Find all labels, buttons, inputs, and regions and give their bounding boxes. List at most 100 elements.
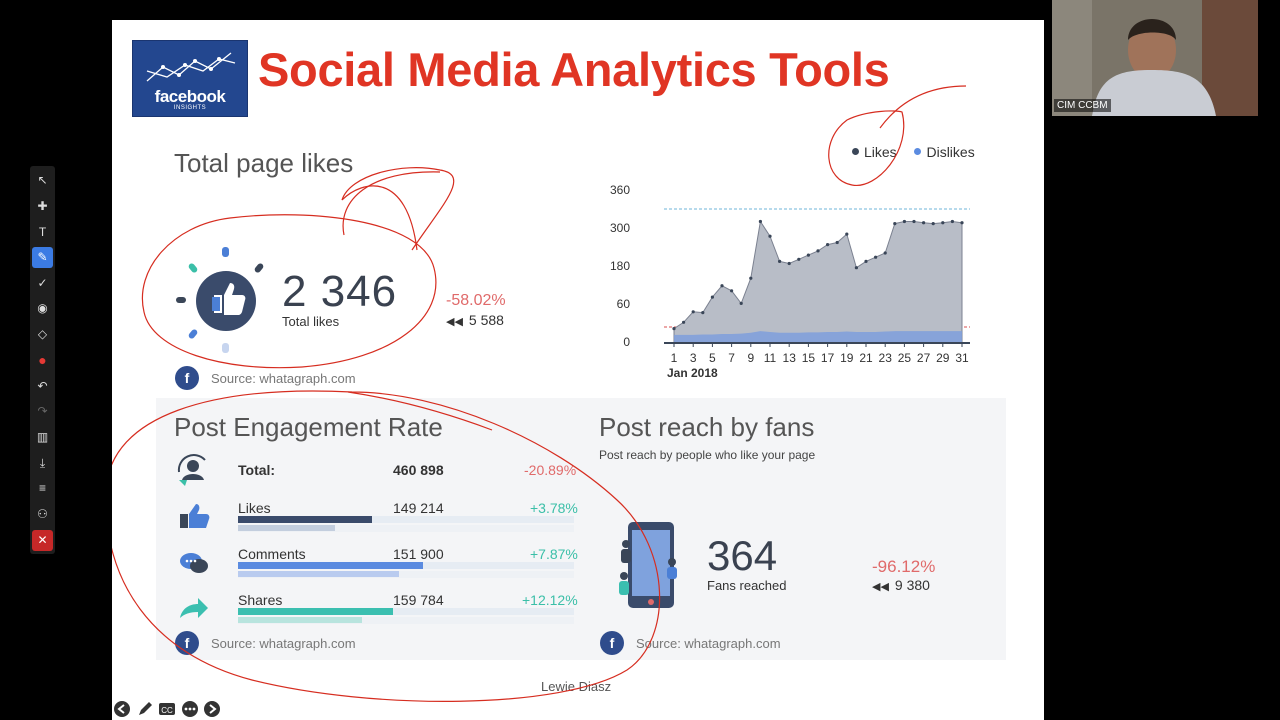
fans-previous-value: 9 380 — [894, 577, 930, 593]
text-icon[interactable]: T — [38, 225, 47, 239]
likes-point — [922, 221, 926, 225]
likes-point — [902, 219, 906, 224]
x-tick-label: 31 — [955, 351, 969, 365]
reach-title: Post reach by fans — [599, 412, 815, 442]
thumbs-up-burst-icon — [176, 247, 264, 353]
x-tick-label: 29 — [936, 351, 950, 365]
logo-brand-text: facebook — [154, 87, 226, 106]
likes-point — [835, 240, 839, 245]
x-tick-label: 7 — [728, 351, 735, 365]
likes-point — [854, 266, 858, 270]
chart-legend: Likes Dislikes — [852, 144, 975, 160]
x-tick-label: 27 — [917, 351, 931, 365]
x-tick-label: 17 — [821, 351, 835, 365]
likes-point — [950, 219, 954, 224]
fans-reached-label: Fans reached — [707, 578, 787, 593]
redo-icon[interactable]: ↷ — [37, 404, 48, 418]
likes-change: -58.02% — [446, 292, 506, 309]
fans-previous: ◀◀ 9 380 — [872, 577, 930, 593]
likes-row-label: Likes — [238, 500, 271, 516]
likes-previous-value: 5 588 — [468, 312, 504, 328]
presentation-slide: facebook INSIGHTS Social Media Analytics… — [112, 20, 1044, 720]
likes-point — [710, 295, 714, 299]
close-icon[interactable]: ✕ — [32, 530, 53, 551]
fans-reached-value: 364 — [707, 532, 778, 579]
x-axis-caption: Jan 2018 — [667, 366, 718, 380]
x-tick-label: 1 — [671, 351, 678, 365]
total-likes-value: 2 346 — [282, 267, 398, 316]
comments-row-change: +7.87% — [530, 546, 578, 562]
rewind-icon: ◀◀ — [872, 581, 889, 593]
x-tick-label: 11 — [764, 351, 777, 365]
likes-point — [941, 221, 945, 225]
menu-icon[interactable]: ≡ — [38, 481, 46, 495]
check-icon[interactable]: ✓ — [37, 276, 48, 290]
presenter-video-icon — [1052, 0, 1258, 116]
pointer-icon[interactable]: ↖ — [37, 173, 48, 187]
likes-bar-previous — [238, 525, 336, 531]
x-tick-label: 13 — [783, 351, 797, 365]
likes-point — [720, 284, 724, 288]
plus-icon[interactable]: ✚ — [37, 199, 48, 213]
total-likes-label: Total likes — [282, 314, 340, 329]
target-icon[interactable]: ◉ — [37, 301, 48, 315]
cc-icon[interactable]: CC — [158, 700, 176, 718]
likes-point — [672, 327, 676, 331]
likes-point — [912, 219, 916, 224]
legend-dislikes: Dislikes — [926, 144, 975, 160]
x-tick-label: 9 — [747, 351, 754, 365]
speaker-caption: Lewie Diasz — [541, 679, 612, 694]
x-tick-label: 21 — [859, 351, 873, 365]
shares-row-label: Shares — [238, 592, 283, 608]
slide-title: Social Media Analytics Tools — [258, 43, 890, 96]
x-tick-label: 5 — [709, 351, 716, 365]
engagement-total-label: Total: — [238, 462, 276, 478]
comments-bar-previous — [238, 571, 400, 577]
engagement-total-value: 460 898 — [393, 462, 444, 478]
users-icon[interactable]: ⚇ — [37, 507, 48, 521]
likes-point — [768, 234, 772, 238]
eraser-icon[interactable]: ◇ — [37, 327, 48, 341]
comments-row-value: 151 900 — [393, 546, 444, 562]
back-icon[interactable] — [113, 700, 131, 718]
likes-area — [673, 220, 963, 344]
shares-bar-previous — [238, 617, 363, 623]
download-icon[interactable]: ⤓ — [39, 456, 46, 470]
likes-point — [797, 257, 801, 261]
forward-icon[interactable] — [203, 700, 221, 718]
likes-row-value: 149 214 — [393, 500, 444, 516]
likes-point — [826, 243, 830, 247]
pen-icon[interactable] — [136, 700, 154, 718]
likes-point — [730, 289, 734, 293]
y-tick-label: 360 — [610, 183, 630, 197]
facebook-icon: f — [175, 631, 199, 655]
legend-likes-dot — [852, 147, 859, 155]
comments-icon — [180, 553, 208, 573]
annotation-toolbar: ↖ ✚ T ✎ ✓ ◉ ◇ ● ↶ ↷ ▥ ⤓ ≡ ⚇ ✕ — [30, 166, 55, 554]
x-tick-label: 23 — [879, 351, 893, 365]
more-icon[interactable] — [181, 700, 199, 718]
legend-likes: Likes — [864, 144, 897, 160]
undo-icon[interactable]: ↶ — [37, 379, 48, 393]
likes-point — [682, 320, 686, 324]
rewind-icon: ◀◀ — [446, 316, 463, 328]
pen-icon[interactable]: ✎ — [32, 247, 53, 268]
fans-change: -96.12% — [872, 557, 936, 576]
trash-icon[interactable]: ▥ — [36, 430, 49, 444]
y-tick-label: 300 — [610, 221, 630, 235]
y-tick-label: 180 — [610, 259, 630, 273]
y-tick-label: 60 — [617, 297, 631, 311]
webcam-video[interactable] — [1052, 0, 1258, 116]
likes-point — [806, 253, 810, 257]
likes-bar — [238, 516, 373, 523]
likes-point — [816, 249, 820, 253]
total-likes-title: Total page likes — [174, 148, 354, 178]
logo-sub-text: INSIGHTS — [173, 105, 207, 111]
likes-point — [758, 219, 762, 224]
likes-point — [864, 259, 868, 263]
color-icon[interactable]: ● — [38, 352, 47, 368]
likes-point — [787, 261, 791, 266]
facebook-icon: f — [175, 366, 199, 390]
reach-subtitle: Post reach by people who like your page — [599, 448, 816, 462]
